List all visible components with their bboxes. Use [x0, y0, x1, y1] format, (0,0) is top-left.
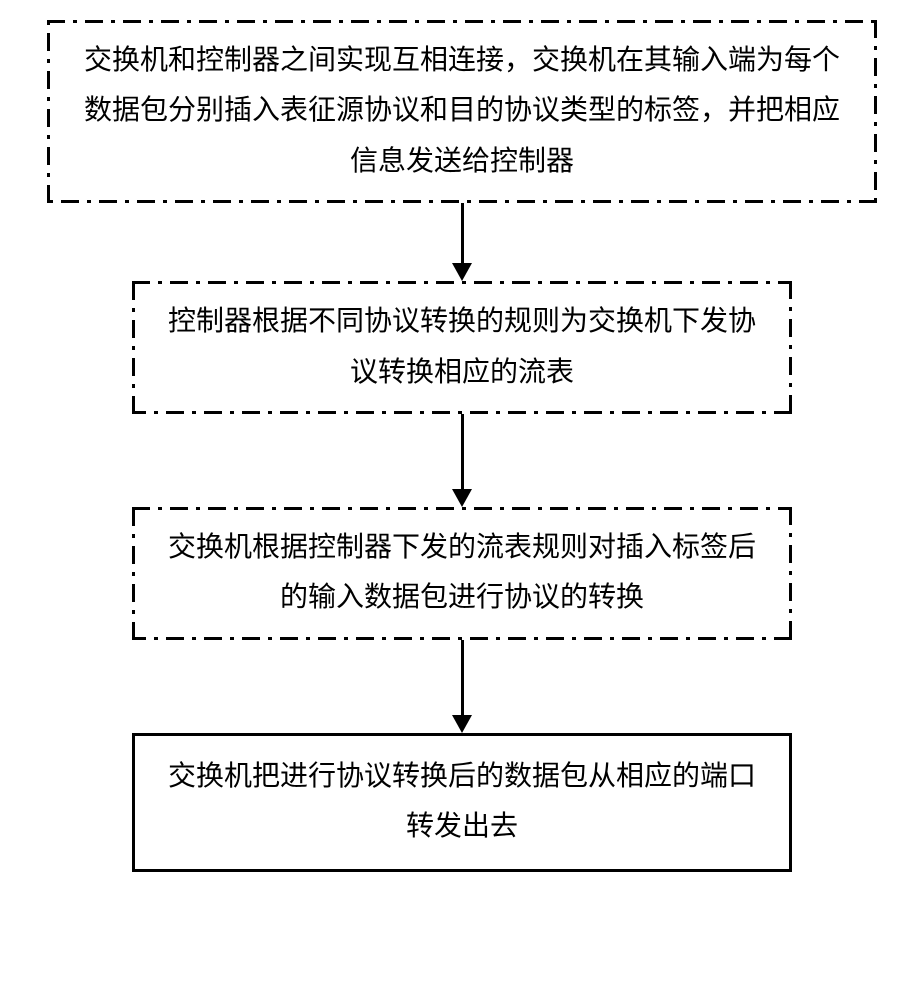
flowchart-step-2: 控制器根据不同协议转换的规则为交换机下发协议转换相应的流表 [132, 281, 792, 414]
arrow-head-icon [452, 489, 472, 507]
flowchart-step-1: 交换机和控制器之间实现互相连接，交换机在其输入端为每个数据包分别插入表征源协议和… [47, 20, 877, 203]
arrow-head-icon [452, 263, 472, 281]
step-2-text: 控制器根据不同协议转换的规则为交换机下发协议转换相应的流表 [168, 306, 756, 387]
arrow-head-icon [452, 715, 472, 733]
step-1-text: 交换机和控制器之间实现互相连接，交换机在其输入端为每个数据包分别插入表征源协议和… [84, 45, 840, 177]
arrow-3 [452, 640, 472, 733]
flowchart-step-4: 交换机把进行协议转换后的数据包从相应的端口转发出去 [132, 733, 792, 872]
arrow-line [461, 203, 464, 263]
flowchart-step-3: 交换机根据控制器下发的流表规则对插入标签后的输入数据包进行协议的转换 [132, 507, 792, 640]
arrow-1 [452, 203, 472, 281]
step-4-text: 交换机把进行协议转换后的数据包从相应的端口转发出去 [168, 761, 756, 842]
arrow-line [461, 640, 464, 715]
arrow-2 [452, 414, 472, 507]
step-3-text: 交换机根据控制器下发的流表规则对插入标签后的输入数据包进行协议的转换 [168, 532, 756, 613]
arrow-line [461, 414, 464, 489]
